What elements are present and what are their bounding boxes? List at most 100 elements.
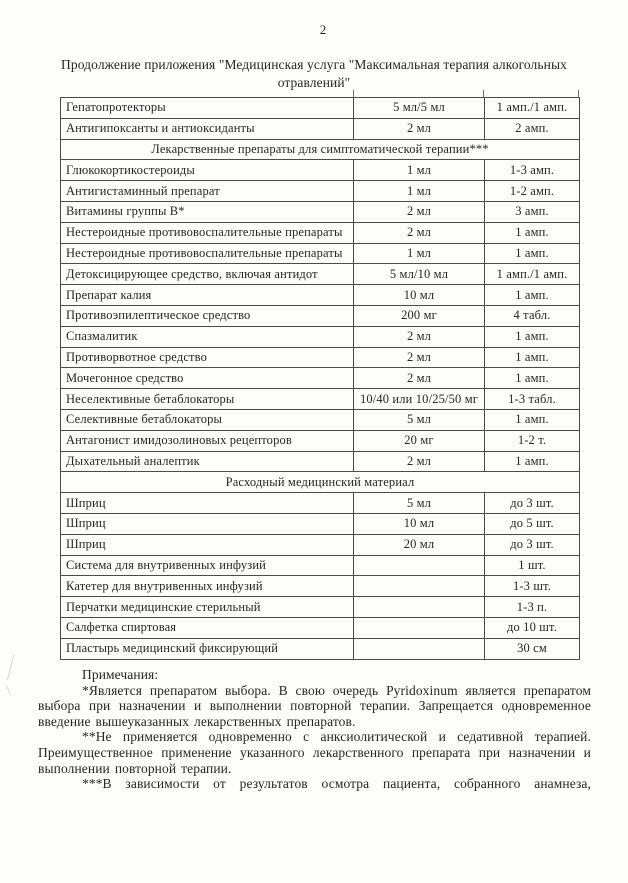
- column-line-stub: [483, 90, 484, 97]
- quantity-cell: 1-3 табл.: [484, 388, 580, 410]
- table-row: Селективные бетаблокаторы 5 мл 1 амп.: [60, 408, 580, 431]
- quantity-cell: 1 амп.: [484, 284, 580, 306]
- table-row: Неселективные бетаблокаторы 10/40 или 10/…: [60, 388, 580, 410]
- item-name-cell: Шприц: [60, 512, 354, 535]
- quantity-cell: 1 шт.: [484, 554, 580, 577]
- table-row: Гепатопротекторы 5 мл/5 мл 1 амп./1 амп.: [60, 97, 580, 119]
- dose-cell: 5 мл/10 мл: [353, 263, 485, 286]
- quantity-cell: до 10 шт.: [484, 616, 580, 639]
- dose-cell: [353, 596, 485, 618]
- table-row: Витамины группы В* 2 мл 3 амп.: [60, 200, 580, 223]
- quantity-cell: 1 амп.: [484, 221, 580, 244]
- dose-cell: 5 мл/5 мл: [353, 97, 485, 119]
- item-name-cell: Салфетка спиртовая: [60, 616, 354, 639]
- quantity-cell: 1 амп.: [484, 346, 580, 369]
- dose-cell: 10 мл: [353, 512, 485, 535]
- dose-cell: 2 мл: [353, 450, 485, 473]
- item-name-cell: Нестероидные противовоспалительные препа…: [60, 242, 354, 265]
- quantity-cell: 1-3 п.: [484, 596, 580, 618]
- quantity-cell: 3 амп.: [484, 200, 580, 223]
- table-row: Антигистаминный препарат 1 мл 1-2 амп.: [60, 180, 580, 202]
- item-name-cell: Шприц: [60, 492, 354, 514]
- quantity-cell: до 3 шт.: [484, 533, 580, 556]
- table-section-row: Лекарственные препараты для симптоматиче…: [60, 138, 580, 161]
- dose-cell: 2 мл: [353, 325, 485, 348]
- item-name-cell: Гепатопротекторы: [60, 97, 354, 119]
- table-row: Дыхательный аналептик 2 мл 1 амп.: [60, 450, 580, 473]
- quantity-cell: 1 амп.: [484, 450, 580, 473]
- item-name-cell: Противоэпилептическое средство: [60, 304, 354, 327]
- document-title-line1: Продолжение приложения "Медицинская услу…: [61, 57, 567, 72]
- dose-cell: 1 мл: [353, 180, 485, 202]
- notes-section: Примечания: *Является препаратом выбора.…: [38, 667, 591, 792]
- table-row: Детоксицирующее средство, включая антидо…: [60, 263, 580, 286]
- table-row: Шприц 5 мл до 3 шт.: [60, 492, 580, 514]
- item-name-cell: Нестероидные противовоспалительные препа…: [60, 221, 354, 244]
- dose-cell: 2 мл: [353, 346, 485, 369]
- table-row: Система для внутривенных инфузий 1 шт.: [60, 554, 580, 577]
- item-name-cell: Селективные бетаблокаторы: [60, 408, 354, 431]
- table-row: Катетер для внутривенных инфузий 1-3 шт.: [60, 575, 580, 598]
- item-name-cell: Шприц: [60, 533, 354, 556]
- dose-cell: 20 мг: [353, 429, 485, 452]
- dose-cell: [353, 637, 485, 660]
- item-name-cell: Детоксицирующее средство, включая антидо…: [60, 263, 354, 286]
- dose-cell: 2 мл: [353, 200, 485, 223]
- table-row: Спазмалитик 2 мл 1 амп.: [60, 325, 580, 348]
- dose-cell: 5 мл: [353, 492, 485, 514]
- item-name-cell: Противорвотное средство: [60, 346, 354, 369]
- note-paragraph-2: **Не применяется одновременно с анксиоли…: [38, 729, 591, 776]
- table-row: Антагонист имидозолиновых рецепторов 20 м…: [60, 429, 580, 452]
- medication-table-body: Гепатопротекторы 5 мл/5 мл 1 амп./1 амп. Ан…: [60, 97, 580, 660]
- quantity-cell: 1 амп.: [484, 325, 580, 348]
- dose-cell: 1 мл: [353, 159, 485, 182]
- dose-cell: 200 мг: [353, 304, 485, 327]
- item-name-cell: Антигистаминный препарат: [60, 180, 354, 202]
- dose-cell: 5 мл: [353, 408, 485, 431]
- table-row: Пластырь медицинский фиксирующий 30 см: [60, 637, 580, 660]
- quantity-cell: 1-3 амп.: [484, 159, 580, 182]
- column-line-stub: [578, 90, 579, 97]
- table-row: Мочегонное средство 2 мл 1 амп.: [60, 367, 580, 390]
- table-row: Нестероидные противовоспалительные препа…: [60, 242, 580, 265]
- quantity-cell: 1 амп./1 амп.: [484, 263, 580, 286]
- section-header: Расходный медицинский материал: [60, 471, 580, 494]
- table-row: Перчатки медицинские стерильный 1-3 п.: [60, 596, 580, 618]
- quantity-cell: 1-2 т.: [484, 429, 580, 452]
- dose-cell: 1 мл: [353, 242, 485, 265]
- quantity-cell: до 5 шт.: [484, 512, 580, 535]
- item-name-cell: Система для внутривенных инфузий: [60, 554, 354, 577]
- quantity-cell: 1-3 шт.: [484, 575, 580, 598]
- note-paragraph-1: *Является препаратом выбора. В свою очер…: [38, 682, 591, 729]
- item-name-cell: Перчатки медицинские стерильный: [60, 596, 354, 618]
- page-number: 2: [319, 22, 327, 37]
- item-name-cell: Антагонист имидозолиновых рецепторов: [60, 429, 354, 452]
- item-name-cell: Спазмалитик: [60, 325, 354, 348]
- quantity-cell: 1 амп.: [484, 242, 580, 265]
- dose-cell: 10 мл: [353, 284, 485, 306]
- dose-cell: 20 мл: [353, 533, 485, 556]
- table-row: Салфетка спиртовая до 10 шт.: [60, 616, 580, 639]
- quantity-cell: 30 см: [484, 637, 580, 660]
- table-section-row: Расходный медицинский материал: [60, 471, 580, 494]
- section-header: Лекарственные препараты для симптоматиче…: [60, 138, 580, 161]
- dose-cell: 2 мл: [353, 221, 485, 244]
- item-name-cell: Дыхательный аналептик: [60, 450, 354, 473]
- note-paragraph-3: ***В зависимости от результатов осмотра …: [82, 776, 591, 792]
- dose-cell: 10/40 или 10/25/50 мг: [353, 388, 485, 410]
- item-name-cell: Мочегонное средство: [60, 367, 354, 390]
- quantity-cell: до 3 шт.: [484, 492, 580, 514]
- table-row: Препарат калия 10 мл 1 амп.: [60, 284, 580, 306]
- table-row: Шприц 10 мл до 5 шт.: [60, 512, 580, 535]
- dose-cell: 2 мл: [353, 117, 485, 140]
- table-row: Антигипоксанты и антиоксиданты 2 мл 2 амп.: [60, 117, 580, 140]
- medication-table-wrapper: Гепатопротекторы 5 мл/5 мл 1 амп./1 амп. Ан…: [60, 90, 580, 660]
- dose-cell: [353, 554, 485, 577]
- document-title: Продолжение приложения "Медицинская услу…: [44, 56, 584, 92]
- quantity-cell: 1 амп./1 амп.: [484, 97, 580, 119]
- table-row: Нестероидные противовоспалительные препа…: [60, 221, 580, 244]
- quantity-cell: 4 табл.: [484, 304, 580, 327]
- document-title-line2: отравлений": [277, 75, 351, 90]
- quantity-cell: 1 амп.: [484, 367, 580, 390]
- quantity-cell: 1 амп.: [484, 408, 580, 431]
